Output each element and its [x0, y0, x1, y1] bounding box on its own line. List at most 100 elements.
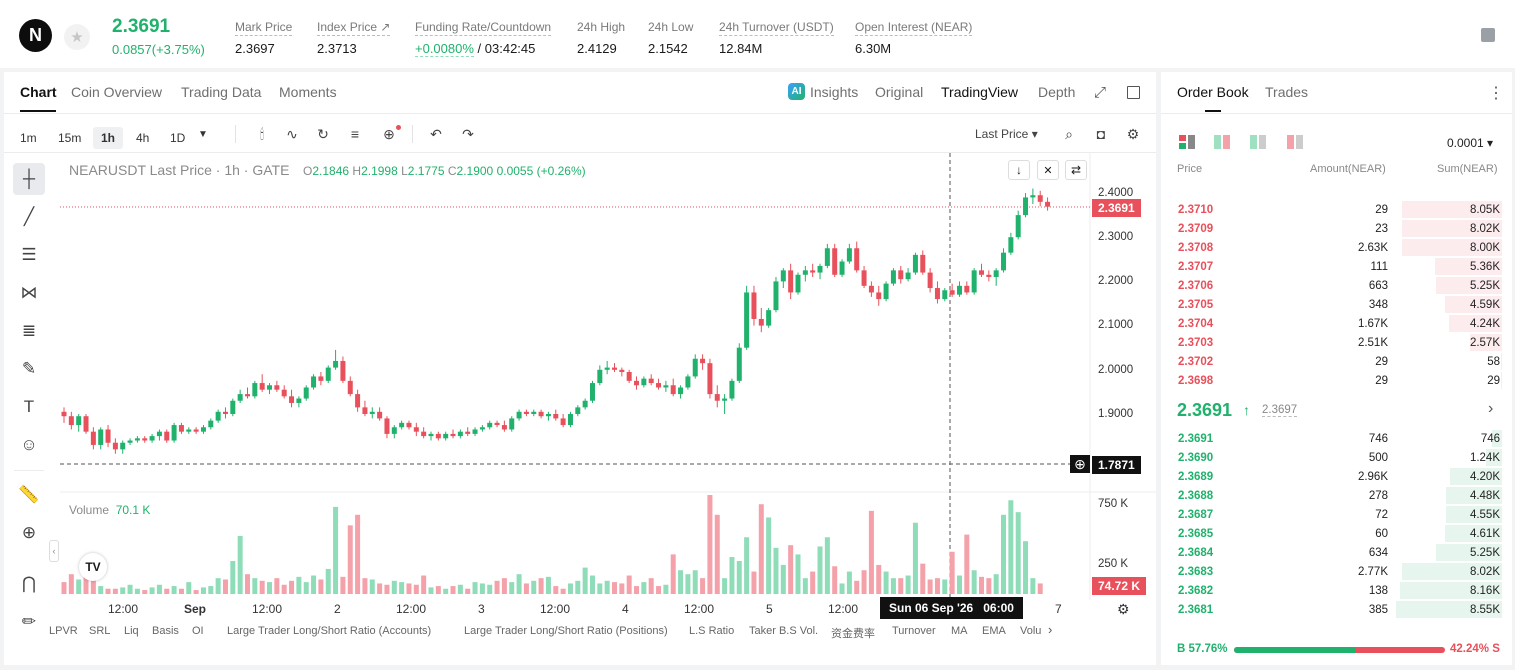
- star-icon[interactable]: ★: [64, 24, 90, 50]
- volume-bar: [340, 576, 346, 594]
- magnet-icon[interactable]: ⋂: [22, 574, 36, 593]
- chevron-down-icon[interactable]: ▼: [198, 129, 208, 140]
- bid-row[interactable]: 2.3682 138 8.16K: [1176, 581, 1502, 600]
- gear-icon[interactable]: ⚙: [1126, 125, 1140, 142]
- chevron-right-icon[interactable]: ›: [1488, 400, 1494, 417]
- more-icon[interactable]: ⋮: [1488, 85, 1504, 102]
- bid-row[interactable]: 2.3690 500 1.24K: [1176, 448, 1502, 467]
- zoom-in-icon[interactable]: ⊕: [21, 523, 37, 542]
- ask-row[interactable]: 2.3702 29 58: [1176, 352, 1502, 371]
- indicator-item[interactable]: LPVR: [49, 625, 78, 637]
- bid-row[interactable]: 2.3685 60 4.61K: [1176, 524, 1502, 543]
- tab-moments[interactable]: Moments: [279, 84, 337, 100]
- price-type-select[interactable]: Last Price ▾: [975, 127, 1038, 141]
- volume-bar: [156, 584, 162, 594]
- expand-icon[interactable]: ⤢: [1094, 84, 1107, 101]
- collapse-toolbar-button[interactable]: ‹: [49, 540, 59, 562]
- indicator-item[interactable]: Large Trader Long/Short Ratio (Accounts): [227, 625, 432, 637]
- candle-type-icon[interactable]: 🕯: [260, 125, 264, 142]
- indicator-item[interactable]: Taker B.S Vol.: [749, 625, 819, 637]
- undo-icon[interactable]: ↶: [430, 125, 442, 142]
- indicator-item[interactable]: Large Trader Long/Short Ratio (Positions…: [464, 625, 668, 637]
- ask-row[interactable]: 2.3707 111 5.36K: [1176, 257, 1502, 276]
- tf-1m[interactable]: 1m: [20, 131, 37, 145]
- indicator-item[interactable]: SRL: [89, 625, 111, 637]
- price-chart[interactable]: [0, 0, 1160, 670]
- chevron-right-icon[interactable]: ›: [1048, 622, 1053, 637]
- crosshair-icon[interactable]: ┼: [13, 163, 45, 195]
- view-depth[interactable]: Depth: [1038, 84, 1076, 100]
- indicator-item[interactable]: Turnover: [892, 625, 936, 637]
- ask-row[interactable]: 2.3705 348 4.59K: [1176, 295, 1502, 314]
- precision-select[interactable]: 0.0001 ▾: [1447, 136, 1494, 150]
- indicator-item[interactable]: Liq: [124, 625, 139, 637]
- horizontal-lines-icon[interactable]: ☰: [21, 245, 37, 264]
- arrow-down-icon[interactable]: ↓: [1008, 160, 1030, 180]
- tf-4h[interactable]: 4h: [136, 131, 150, 145]
- settings-gear-icon[interactable]: ⚙: [1117, 601, 1130, 617]
- indicator-item[interactable]: OI: [192, 625, 204, 637]
- search-icon[interactable]: ⌕: [1065, 125, 1073, 142]
- ask-row[interactable]: 2.3706 663 5.25K: [1176, 276, 1502, 295]
- tf-15m[interactable]: 15m: [58, 131, 82, 145]
- indicators-icon[interactable]: ∿: [286, 125, 298, 142]
- bid-row[interactable]: 2.3687 72 4.55K: [1176, 505, 1502, 524]
- add-indicator-icon[interactable]: ⊕: [383, 125, 395, 142]
- tab-coin-overview[interactable]: Coin Overview: [71, 84, 163, 100]
- stat-index-price[interactable]: Index Price ↗ 2.3713: [317, 18, 391, 56]
- tab-order-book[interactable]: Order Book: [1177, 84, 1249, 100]
- ruler-icon[interactable]: 📏: [18, 485, 40, 504]
- tab-trading-data[interactable]: Trading Data: [181, 84, 262, 100]
- depth-bar: [1445, 506, 1502, 523]
- tab-trades[interactable]: Trades: [1265, 84, 1309, 100]
- book-view-asks-icon[interactable]: [1287, 135, 1303, 149]
- insights-button[interactable]: Insights: [810, 84, 859, 100]
- window-icon[interactable]: [1127, 86, 1140, 99]
- ask-row[interactable]: 2.3704 1.67K 4.24K: [1176, 314, 1502, 333]
- bid-row[interactable]: 2.3684 634 5.25K: [1176, 543, 1502, 562]
- rotate-icon[interactable]: ⇄: [1065, 160, 1087, 180]
- collapse-icon[interactable]: ✕: [1037, 160, 1059, 180]
- pencil-icon[interactable]: ✏: [21, 612, 37, 631]
- book-view-bids-icon[interactable]: [1250, 135, 1266, 149]
- bid-row[interactable]: 2.3688 278 4.48K: [1176, 486, 1502, 505]
- indicator-item[interactable]: Volu: [1020, 625, 1042, 637]
- indicator-item[interactable]: EMA: [982, 625, 1006, 637]
- indicator-item[interactable]: 资金费率: [831, 628, 875, 640]
- volume-bar: [648, 578, 654, 594]
- tf-1h[interactable]: 1h: [93, 127, 124, 149]
- camera-icon[interactable]: ◘: [1096, 126, 1106, 142]
- ask-row[interactable]: 2.3708 2.63K 8.00K: [1176, 238, 1502, 257]
- indicator-item[interactable]: Basis: [152, 625, 179, 637]
- candle: [685, 376, 691, 388]
- trendline-icon[interactable]: ╱: [23, 207, 35, 226]
- book-view-both-icon[interactable]: [1179, 135, 1195, 149]
- bid-row[interactable]: 2.3689 2.96K 4.20K: [1176, 467, 1502, 486]
- tab-chart[interactable]: Chart: [20, 84, 57, 100]
- ask-row[interactable]: 2.3703 2.51K 2.57K: [1176, 333, 1502, 352]
- ask-row[interactable]: 2.3698 29 29: [1176, 371, 1502, 390]
- bid-row[interactable]: 2.3683 2.77K 8.02K: [1176, 562, 1502, 581]
- tf-1d[interactable]: 1D: [170, 131, 186, 145]
- redo-icon[interactable]: ↷: [462, 125, 474, 142]
- fib-icon[interactable]: ≣: [21, 321, 37, 340]
- emoji-icon[interactable]: ☺: [20, 435, 38, 454]
- indicator-item[interactable]: MA: [951, 625, 968, 637]
- text-icon[interactable]: T: [23, 397, 35, 416]
- view-tradingview[interactable]: TradingView: [941, 84, 1019, 100]
- stat-value: +0.0080% / 03:42:45: [415, 41, 551, 57]
- book-view-split-icon[interactable]: [1214, 135, 1230, 149]
- bid-row[interactable]: 2.3691 746 746: [1176, 429, 1502, 448]
- plus-icon[interactable]: ⊕: [1070, 455, 1090, 473]
- funding-rate-value[interactable]: +0.0080%: [415, 41, 474, 57]
- indicator-item[interactable]: L.S Ratio: [689, 625, 735, 637]
- book-icon[interactable]: [1481, 28, 1495, 42]
- view-original[interactable]: Original: [875, 84, 924, 100]
- templates-icon[interactable]: ≡: [350, 126, 360, 142]
- ask-row[interactable]: 2.3709 23 8.02K: [1176, 219, 1502, 238]
- ask-row[interactable]: 2.3710 29 8.05K: [1176, 200, 1502, 219]
- replay-icon[interactable]: ↻: [317, 125, 329, 142]
- bid-row[interactable]: 2.3681 385 8.55K: [1176, 600, 1502, 619]
- brush-icon[interactable]: ✎: [21, 359, 37, 378]
- pattern-icon[interactable]: ⋈: [20, 283, 38, 302]
